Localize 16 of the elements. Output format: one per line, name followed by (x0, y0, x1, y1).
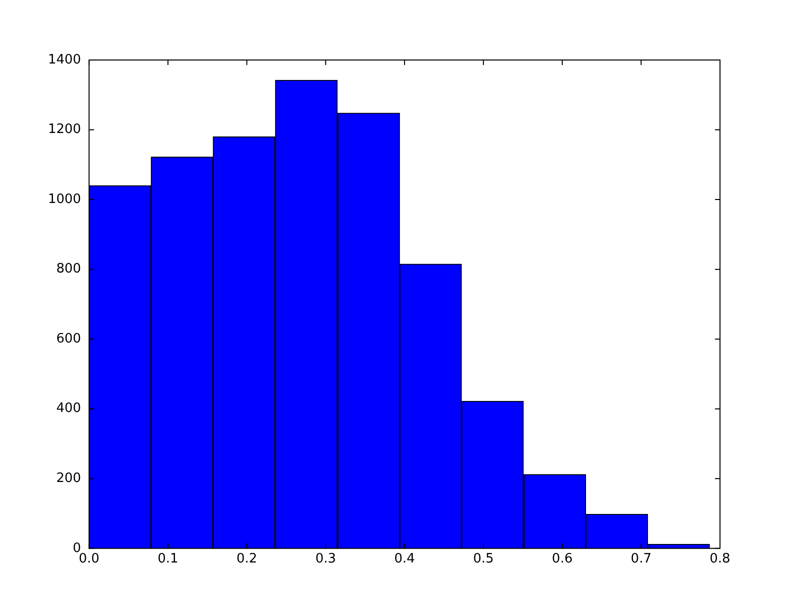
y-tick-label: 400 (56, 401, 82, 416)
x-tick-label: 0.8 (710, 552, 730, 567)
x-tick-label: 0.0 (78, 552, 100, 567)
x-tick-label: 0.6 (552, 552, 573, 567)
y-tick-label: 1200 (48, 122, 82, 138)
y-tick-label: 600 (56, 331, 82, 346)
x-tick-label: 0.2 (236, 552, 258, 567)
x-tick-label: 0.5 (473, 552, 494, 567)
x-tick-label: 0.3 (315, 552, 336, 567)
y-tick-label: 1000 (48, 192, 82, 207)
x-tick-label: 0.7 (630, 552, 652, 567)
x-tick-label: 0.4 (394, 552, 415, 567)
x-tick-label: 0.1 (158, 552, 178, 567)
y-tick-label: 1400 (48, 52, 82, 68)
y-tick-label: 200 (56, 471, 82, 486)
y-tick-label: 800 (56, 262, 82, 277)
